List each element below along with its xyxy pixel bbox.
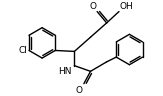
Text: OH: OH (120, 2, 134, 11)
Text: Cl: Cl (18, 46, 27, 55)
Text: O: O (76, 86, 83, 95)
Text: HN: HN (58, 67, 72, 76)
Text: O: O (89, 2, 96, 11)
